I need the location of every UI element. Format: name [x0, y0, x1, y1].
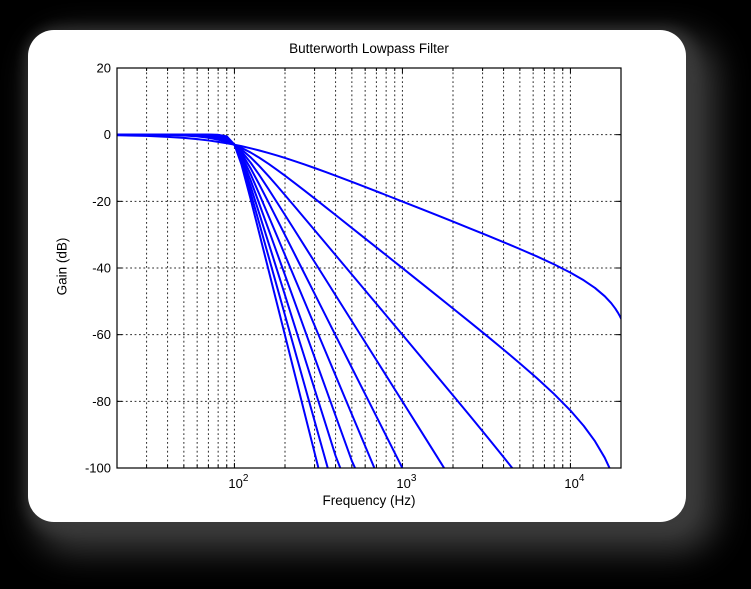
filter-curve-n=1: [117, 134, 621, 320]
y-tick-label: -60: [92, 327, 111, 342]
filter-curve-n=10: [117, 133, 320, 468]
x-tick-label: 104: [564, 473, 584, 491]
x-axis-label: Frequency (Hz): [322, 493, 416, 508]
y-tick-label: -40: [92, 261, 111, 276]
x-tick-label: 102: [228, 473, 248, 491]
y-tick-label: -100: [85, 461, 111, 476]
y-tick-label: 0: [104, 127, 111, 142]
axes-box: [116, 67, 622, 469]
y-tick-label: 20: [97, 61, 111, 76]
y-tick-label: -20: [92, 194, 111, 209]
chart-canvas: 20 0 -20 -40 -60 -80 -100 102 103 104: [85, 61, 622, 491]
x-tick-label: 103: [396, 473, 416, 491]
y-tick-label: -80: [92, 394, 111, 409]
filter-curve-n=2: [117, 133, 611, 468]
chart-title: Butterworth Lowpass Filter: [289, 41, 449, 56]
figure-window: Butterworth Lowpass Filter Gain (dB) 20 0…: [28, 30, 686, 522]
curves-group: [117, 133, 621, 468]
